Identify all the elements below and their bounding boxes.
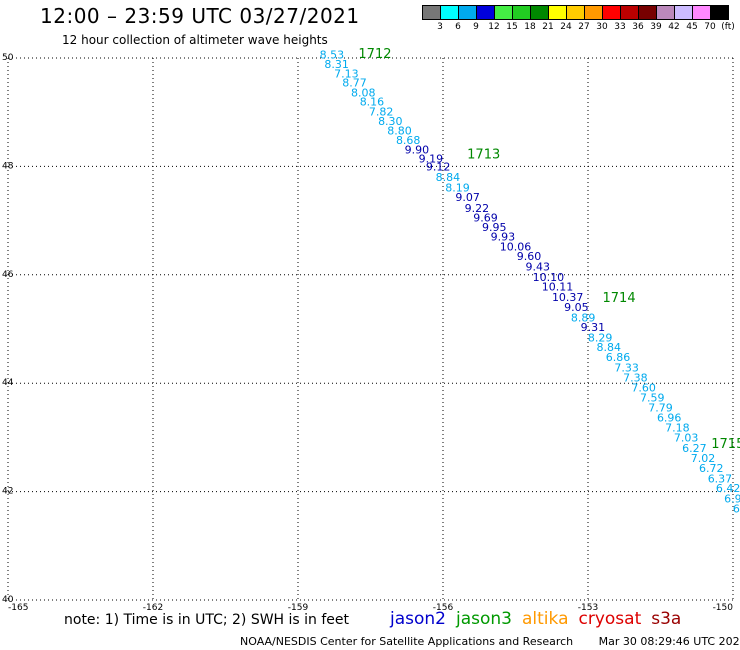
wave-height-label: 9.19 (419, 153, 444, 166)
wave-height-label: 9.60 (517, 250, 542, 263)
wave-height-label: 8.84 (436, 171, 461, 184)
wave-height-label: 8.29 (588, 331, 613, 344)
wave-height-label: 9.07 (455, 191, 480, 204)
color-scale-label: 24 (560, 22, 572, 32)
y-tick-label: 46 (2, 270, 14, 280)
timestamp-text: Mar 30 08:29:46 UTC 2021 (598, 635, 740, 648)
wave-height-label: 8.19 (445, 181, 470, 194)
wave-height-label: 6.77 (733, 503, 740, 516)
y-tick-label: 48 (2, 161, 14, 171)
axis-tick-labels: -165 -162 -159 -156 -153 -150 50 48 46 44 42 40 (2, 53, 733, 613)
wave-height-label: 8.53 (320, 49, 345, 62)
color-scale-label: 30 (596, 22, 608, 32)
wave-height-label: 6.91 (724, 492, 740, 505)
wave-height-label: 6.96 (657, 412, 682, 425)
color-scale-label: 39 (650, 22, 662, 32)
color-scale-label: 9 (473, 22, 479, 32)
orbit-number-label: 1713 (467, 147, 500, 162)
color-scale-label: 36 (632, 22, 644, 32)
wave-height-label: 6.72 (699, 462, 724, 475)
orbit-number-label: 1714 (603, 291, 636, 306)
wave-height-label: 10.37 (552, 291, 584, 304)
wave-height-label: 7.59 (640, 392, 665, 405)
wave-height-label: 10.11 (542, 281, 574, 294)
wave-height-label: 9.90 (405, 143, 430, 156)
wave-height-label: 9.05 (564, 301, 589, 314)
wave-height-label: 8.30 (378, 115, 403, 128)
color-scale-swatch (710, 5, 729, 20)
color-scale-label: (ft) (721, 22, 735, 32)
wave-height-label: 6.37 (708, 472, 733, 485)
satellite-label-jason2: jason2 (390, 609, 446, 629)
satellite-label-jason3: jason3 (456, 609, 512, 629)
wave-height-label: 6.27 (682, 442, 707, 455)
y-tick-label: 40 (2, 595, 14, 605)
wave-height-label: 9.69 (473, 212, 498, 225)
wave-height-label: 7.60 (631, 381, 656, 394)
map-grid (7, 57, 734, 601)
wave-height-label: 7.38 (623, 372, 648, 385)
units-note: note: 1) Time is in UTC; 2) SWH is in fe… (64, 612, 350, 628)
color-scale-label: 12 (488, 22, 500, 32)
wave-height-label: 8.16 (360, 96, 385, 109)
wave-height-label: 10.06 (500, 240, 532, 253)
wave-height-label: 7.18 (665, 421, 690, 434)
color-scale-label: 15 (506, 22, 518, 32)
satellite-label-altika: altika (522, 609, 569, 629)
wave-height-label: 7.33 (614, 361, 639, 374)
wave-height-label: 7.02 (691, 452, 716, 465)
color-scale-label: 45 (686, 22, 698, 32)
wave-height-label: 9.31 (581, 321, 606, 334)
wave-height-label: 10.10 (533, 271, 565, 284)
credit-text: NOAA/NESDIS Center for Satellite Applica… (240, 635, 574, 648)
color-scale-label: 18 (524, 22, 536, 32)
satellite-label-cryosat: cryosat (578, 609, 642, 629)
color-scale-label: 6 (455, 22, 461, 32)
color-scale-label: 21 (542, 22, 554, 32)
wave-height-label: 7.03 (674, 432, 699, 445)
orbit-number-label: 1715 (711, 437, 740, 452)
orbit-number-label: 1712 (358, 47, 391, 62)
color-scale-label: 70 (704, 22, 716, 32)
x-tick-label: -159 (288, 603, 309, 613)
y-tick-label: 50 (2, 53, 14, 63)
wave-height-label: 8.08 (351, 86, 376, 99)
color-scale-label: 33 (614, 22, 626, 32)
y-tick-label: 42 (2, 487, 13, 497)
satellite-legend: jason2 jason3 altika cryosat s3a (390, 609, 691, 629)
wave-height-label: 8.84 (597, 341, 622, 354)
wave-height-label: 9.95 (482, 221, 507, 234)
color-scale-label: 27 (578, 22, 590, 32)
x-tick-label: -156 (433, 603, 454, 613)
x-tick-label: -162 (143, 603, 163, 613)
wave-height-label: 9.93 (491, 231, 516, 244)
satellite-label-s3a: s3a (651, 609, 682, 629)
wave-height-label: 8.68 (396, 134, 421, 147)
map-title: 12:00 – 23:59 UTC 03/27/2021 (40, 4, 360, 28)
wave-height-label: 8.31 (324, 58, 349, 71)
footer-credit: NOAA/NESDIS Center for Satellite Applica… (240, 635, 740, 648)
wave-height-label: 9.43 (525, 260, 550, 273)
x-tick-label: -153 (578, 603, 598, 613)
wave-height-label: 7.79 (648, 401, 673, 414)
wave-height-label: 9.12 (426, 161, 451, 174)
color-scale-label: 42 (668, 22, 680, 32)
wave-height-label: 7.82 (369, 105, 394, 118)
wave-height-label: 8.89 (571, 311, 596, 324)
y-tick-label: 44 (2, 378, 14, 388)
wave-height-label: 8.80 (387, 124, 412, 137)
orbit-number-labels: 1712 1713 1714 1715 (358, 47, 740, 452)
wave-height-label: 6.86 (606, 351, 631, 364)
wave-height-label: 8.77 (342, 77, 367, 90)
altimeter-track-labels: 8.538.317.138.778.088.167.828.308.808.68… (320, 49, 740, 516)
wave-height-label: 7.13 (334, 68, 359, 81)
map-subtitle: 12 hour collection of altimeter wave hei… (62, 33, 328, 47)
color-scale-label: 3 (437, 22, 443, 32)
x-tick-label: -165 (8, 603, 28, 613)
wave-height-label: 9.22 (465, 202, 490, 215)
wave-height-label: 6.42 (716, 482, 740, 495)
x-tick-label: -150 (713, 603, 734, 613)
